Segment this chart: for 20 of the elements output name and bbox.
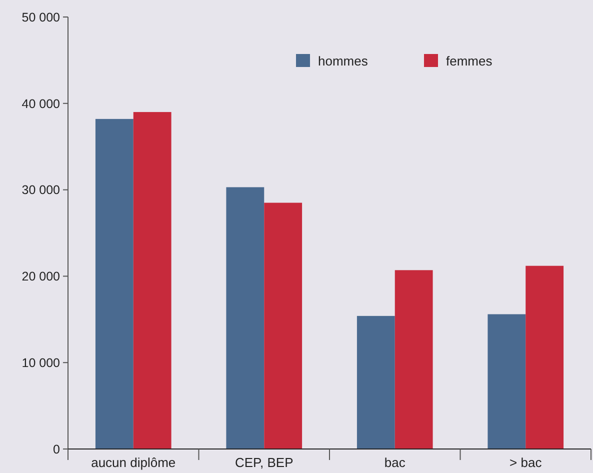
y-tick-label: 30 000	[22, 183, 60, 198]
bar	[226, 187, 264, 449]
bar	[133, 112, 172, 449]
bar	[95, 118, 134, 449]
y-tick-label: 10 000	[22, 356, 60, 370]
bar	[488, 314, 526, 449]
y-tick-label: 40 000	[22, 96, 60, 111]
y-tick-label: 0	[53, 442, 60, 456]
x-tick-label: CEP, BEP	[234, 455, 294, 470]
bar	[526, 266, 564, 449]
legend-label: hommes	[318, 54, 368, 69]
y-tick-label: 20 000	[22, 270, 60, 284]
y-tick-label: 50 000	[22, 10, 60, 24]
x-tick-label: bac	[384, 455, 406, 470]
x-tick-label: aucun diplôme	[91, 455, 176, 470]
bar	[356, 316, 395, 449]
bar	[264, 202, 302, 449]
x-tick-label: > bac	[510, 455, 542, 470]
legend-label: femmes	[446, 54, 493, 69]
bar	[394, 270, 433, 449]
